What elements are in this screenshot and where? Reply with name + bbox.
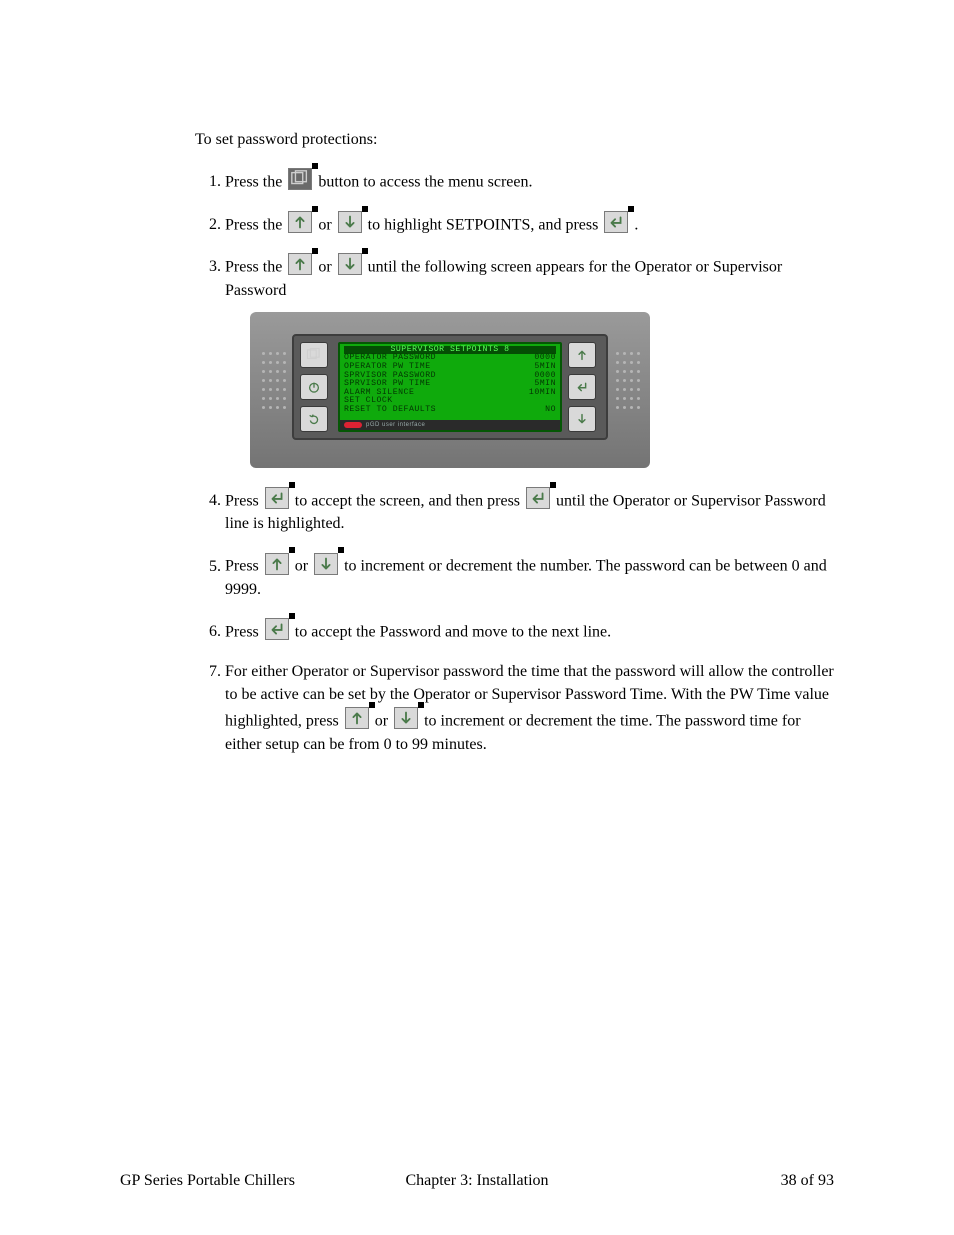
step-7: For either Operator or Supervisor passwo…: [225, 660, 834, 756]
enter-icon: [265, 487, 289, 509]
device-down-button[interactable]: [568, 406, 596, 432]
lcd-footer: pGD user interface: [340, 420, 560, 430]
steps-list: Press the button to access the menu scre…: [195, 167, 834, 756]
step-2: Press the or to highlight SETPOINTS, and…: [225, 210, 834, 237]
intro-text: To set password protections:: [195, 131, 834, 149]
step-5: Press or to increment or decrement the n…: [225, 551, 834, 601]
device-menu-button[interactable]: [300, 342, 328, 368]
up-arrow-icon: [265, 553, 289, 575]
enter-icon: [265, 618, 289, 640]
down-arrow-icon: [338, 253, 362, 275]
brand-badge: [344, 422, 362, 428]
enter-icon: [604, 211, 628, 233]
device-power-button[interactable]: [300, 374, 328, 400]
step-text: Press the: [225, 258, 286, 275]
menu-icon: [288, 168, 312, 190]
down-arrow-icon: [394, 707, 418, 729]
step-text: to highlight SETPOINTS, and press: [368, 216, 603, 233]
down-arrow-icon: [338, 211, 362, 233]
lcd-screen: SUPERVISOR SETPOINTS 8 OPERATOR PASSWORD…: [338, 342, 562, 432]
step-text: Press the: [225, 173, 286, 190]
step-text: Press: [225, 623, 263, 640]
up-arrow-icon: [345, 707, 369, 729]
step-text: or: [318, 216, 335, 233]
lcd-footer-text: pGD user interface: [366, 422, 425, 428]
step-text: button to access the menu screen.: [318, 173, 532, 190]
device-up-button[interactable]: [568, 342, 596, 368]
step-1: Press the button to access the menu scre…: [225, 167, 834, 194]
step-text: or: [318, 258, 335, 275]
controller-device: SUPERVISOR SETPOINTS 8 OPERATOR PASSWORD…: [250, 312, 650, 468]
step-text: or: [295, 558, 312, 575]
step-text: Press the: [225, 216, 286, 233]
step-text: Press: [225, 558, 263, 575]
device-undo-button[interactable]: [300, 406, 328, 432]
step-4: Press to accept the screen, and then pre…: [225, 486, 834, 536]
footer-left: GP Series Portable Chillers: [120, 1172, 358, 1190]
step-text: to accept the screen, and then press: [295, 492, 524, 509]
step-3: Press the or until the following screen …: [225, 252, 834, 468]
up-arrow-icon: [288, 211, 312, 233]
footer-right: 38 of 93: [596, 1172, 834, 1190]
device-enter-button[interactable]: [568, 374, 596, 400]
speaker-dots: [262, 352, 284, 409]
up-arrow-icon: [288, 253, 312, 275]
step-6: Press to accept the Password and move to…: [225, 617, 834, 644]
footer-center: Chapter 3: Installation: [358, 1172, 596, 1190]
step-text: to accept the Password and move to the n…: [295, 623, 611, 640]
down-arrow-icon: [314, 553, 338, 575]
enter-icon: [526, 487, 550, 509]
lcd-row: RESET TO DEFAULTSNO: [344, 406, 556, 415]
page-footer: GP Series Portable Chillers Chapter 3: I…: [120, 1172, 834, 1190]
step-text: .: [634, 216, 638, 233]
step-text: or: [375, 712, 392, 729]
step-text: Press: [225, 492, 263, 509]
speaker-dots: [616, 352, 638, 409]
